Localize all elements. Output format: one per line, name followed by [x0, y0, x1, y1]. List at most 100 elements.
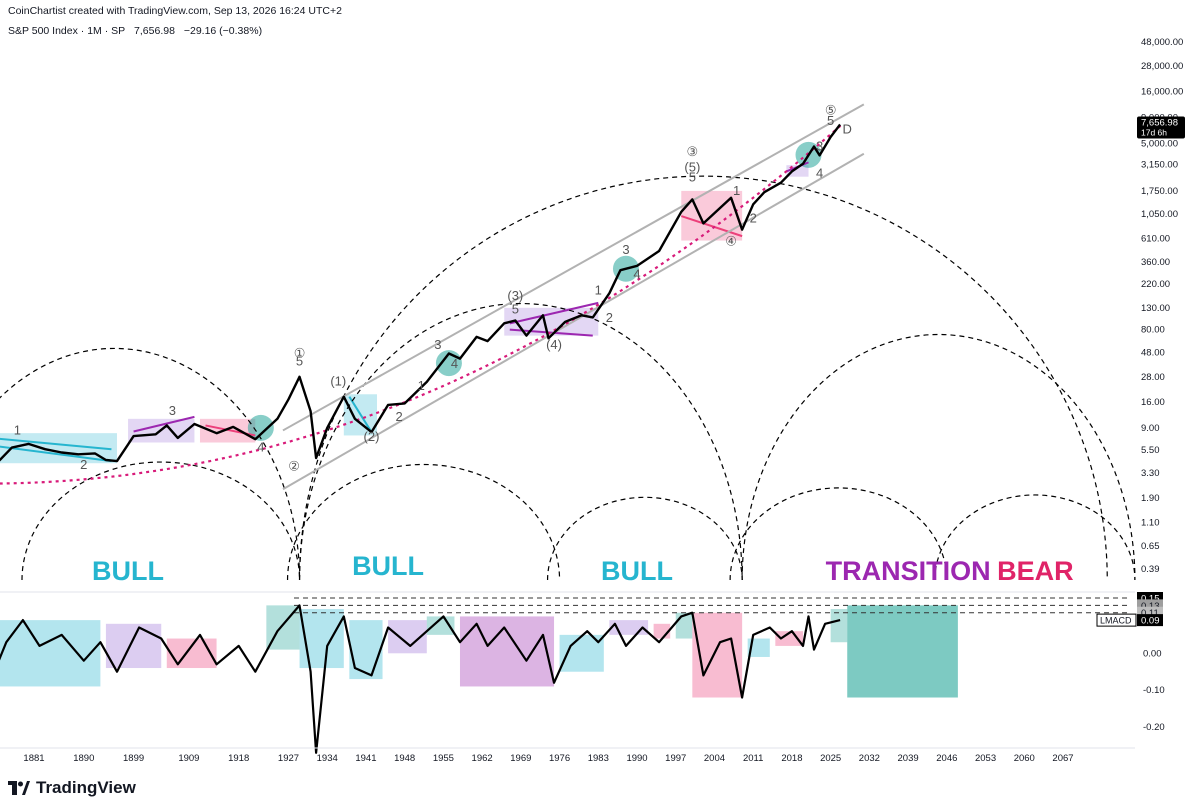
wave-label: 1 [418, 378, 425, 393]
wave-labels: 1234①5②(1)(2)1234(3)5(4)1234③(5)512④34⑤5… [14, 102, 852, 473]
pattern-box [786, 165, 809, 177]
regime-label: BULL [92, 556, 164, 586]
wave-label: 5 [296, 354, 303, 369]
cycle-arc-medium [741, 333, 1136, 581]
cycle-arc [21, 461, 301, 581]
indicator-name: LMACD [1100, 616, 1132, 626]
indicator-tick: 0.00 [1143, 648, 1162, 659]
price-line [0, 123, 842, 463]
wave-label: 2 [606, 310, 613, 325]
time-tick: 1890 [73, 753, 94, 764]
pattern-line [680, 215, 743, 238]
price-tag-countdown: 17d 6h [1141, 128, 1167, 138]
wave-label: 3 [434, 337, 441, 352]
wave-label: 3 [169, 403, 176, 418]
wave-label: 4 [451, 356, 458, 371]
time-tick: 1909 [178, 753, 199, 764]
tradingview-logo-icon [8, 781, 30, 795]
wave-label: (3) [507, 288, 523, 303]
indicator-level-value: 0.15 [1141, 594, 1160, 605]
time-tick: 2046 [936, 753, 957, 764]
time-tick: 1997 [665, 753, 686, 764]
price-tick: 80.00 [1141, 325, 1165, 336]
price-tick: 360.00 [1141, 257, 1170, 268]
time-tick: 2032 [859, 753, 880, 764]
wave-label: (4) [546, 337, 562, 352]
cycle-arc [729, 487, 948, 581]
pattern-line [133, 415, 195, 433]
price-tick: 130.00 [1141, 303, 1170, 314]
indicator-box [166, 638, 217, 669]
price-tick: 0.39 [1141, 564, 1160, 575]
channel-lower [282, 152, 865, 491]
wave-label: (1) [330, 374, 346, 389]
regime-label: TRANSITION [826, 556, 991, 586]
cycle-arc [934, 494, 1136, 581]
tradingview-wordmark: TradingView [36, 778, 136, 797]
time-tick: 1881 [23, 753, 44, 764]
price-tick: 5,000.00 [1141, 139, 1178, 150]
price-tick: 0.65 [1141, 541, 1160, 552]
price-tick: 48.00 [1141, 348, 1165, 359]
price-tick: 16.00 [1141, 397, 1165, 408]
wave-label: 2 [750, 210, 757, 225]
time-tick: 2018 [781, 753, 802, 764]
indicator-box [459, 616, 555, 687]
wave-label: 3 [622, 242, 629, 257]
price-tick: 9.00 [1141, 423, 1160, 434]
indicator-level-value: 0.13 [1141, 601, 1160, 612]
chart-credit: CoinChartist created with TradingView.co… [8, 5, 342, 17]
pattern-line [509, 301, 599, 325]
time-tick: 2060 [1014, 753, 1035, 764]
indicator-box [830, 609, 848, 643]
indicator-box [847, 605, 958, 698]
time-tick: 1941 [355, 753, 376, 764]
time-tick: 1934 [317, 753, 338, 764]
price-axis: 48,000.0028,000.0016,000.009,000.005,000… [1141, 37, 1183, 575]
lmacd-line [0, 604, 841, 754]
time-tick: 1927 [278, 753, 299, 764]
wave-label: ⑤ [825, 102, 837, 117]
price-tick: 1.10 [1141, 517, 1160, 528]
time-tick: 1918 [228, 753, 249, 764]
time-axis: 1881 1890 1899 1909 1918 1927 1934 1941 1948 1955… [23, 753, 1073, 764]
price-tick: 5.50 [1141, 445, 1160, 456]
wave-label: ① [294, 346, 306, 361]
cycle-arc-large [298, 175, 1108, 581]
symbol-header: S&P 500 Index · 1M · SP 7,656.98 −29.16 … [8, 25, 268, 37]
time-tick: 1969 [510, 753, 531, 764]
cycle-arcs [0, 175, 1136, 581]
wave-label: 2 [80, 457, 87, 472]
cycle-arc-medium [0, 348, 301, 581]
tradingview-branding[interactable]: TradingView [8, 778, 136, 798]
price-tick: 28.00 [1141, 372, 1165, 383]
price-tick: 16,000.00 [1141, 86, 1183, 97]
pattern-line [0, 445, 112, 463]
cycle-arc [546, 496, 743, 581]
symbol-label[interactable]: S&P 500 Index · 1M · SP [8, 25, 126, 37]
time-tick: 1962 [472, 753, 493, 764]
wave-label: ④ [725, 233, 737, 248]
indicator-level-value: 0.11 [1141, 608, 1159, 619]
time-tick: 2025 [820, 753, 841, 764]
indicator-box [299, 609, 344, 669]
time-tick: 2011 [743, 753, 763, 764]
indicator-name-tag [1096, 613, 1137, 627]
indicator-series [0, 591, 1135, 754]
time-tick: 1983 [588, 753, 609, 764]
regime-labels: BULL BULL BULL TRANSITION BEAR [92, 551, 1074, 586]
wave-label: (5) [684, 159, 700, 174]
price-tick: 3.30 [1141, 468, 1160, 479]
indicator-tick: -0.20 [1143, 722, 1165, 733]
pattern-line [348, 396, 373, 433]
pattern-line [0, 437, 112, 451]
time-tick: 1948 [394, 753, 415, 764]
price-tick: 28,000.00 [1141, 61, 1183, 72]
price-change: −29.16 (−0.38%) [183, 25, 263, 37]
regime-label: BULL [352, 551, 424, 581]
wave-label: 2 [396, 409, 403, 424]
wave-label: 4 [816, 166, 823, 181]
regime-label: BULL [601, 556, 673, 586]
